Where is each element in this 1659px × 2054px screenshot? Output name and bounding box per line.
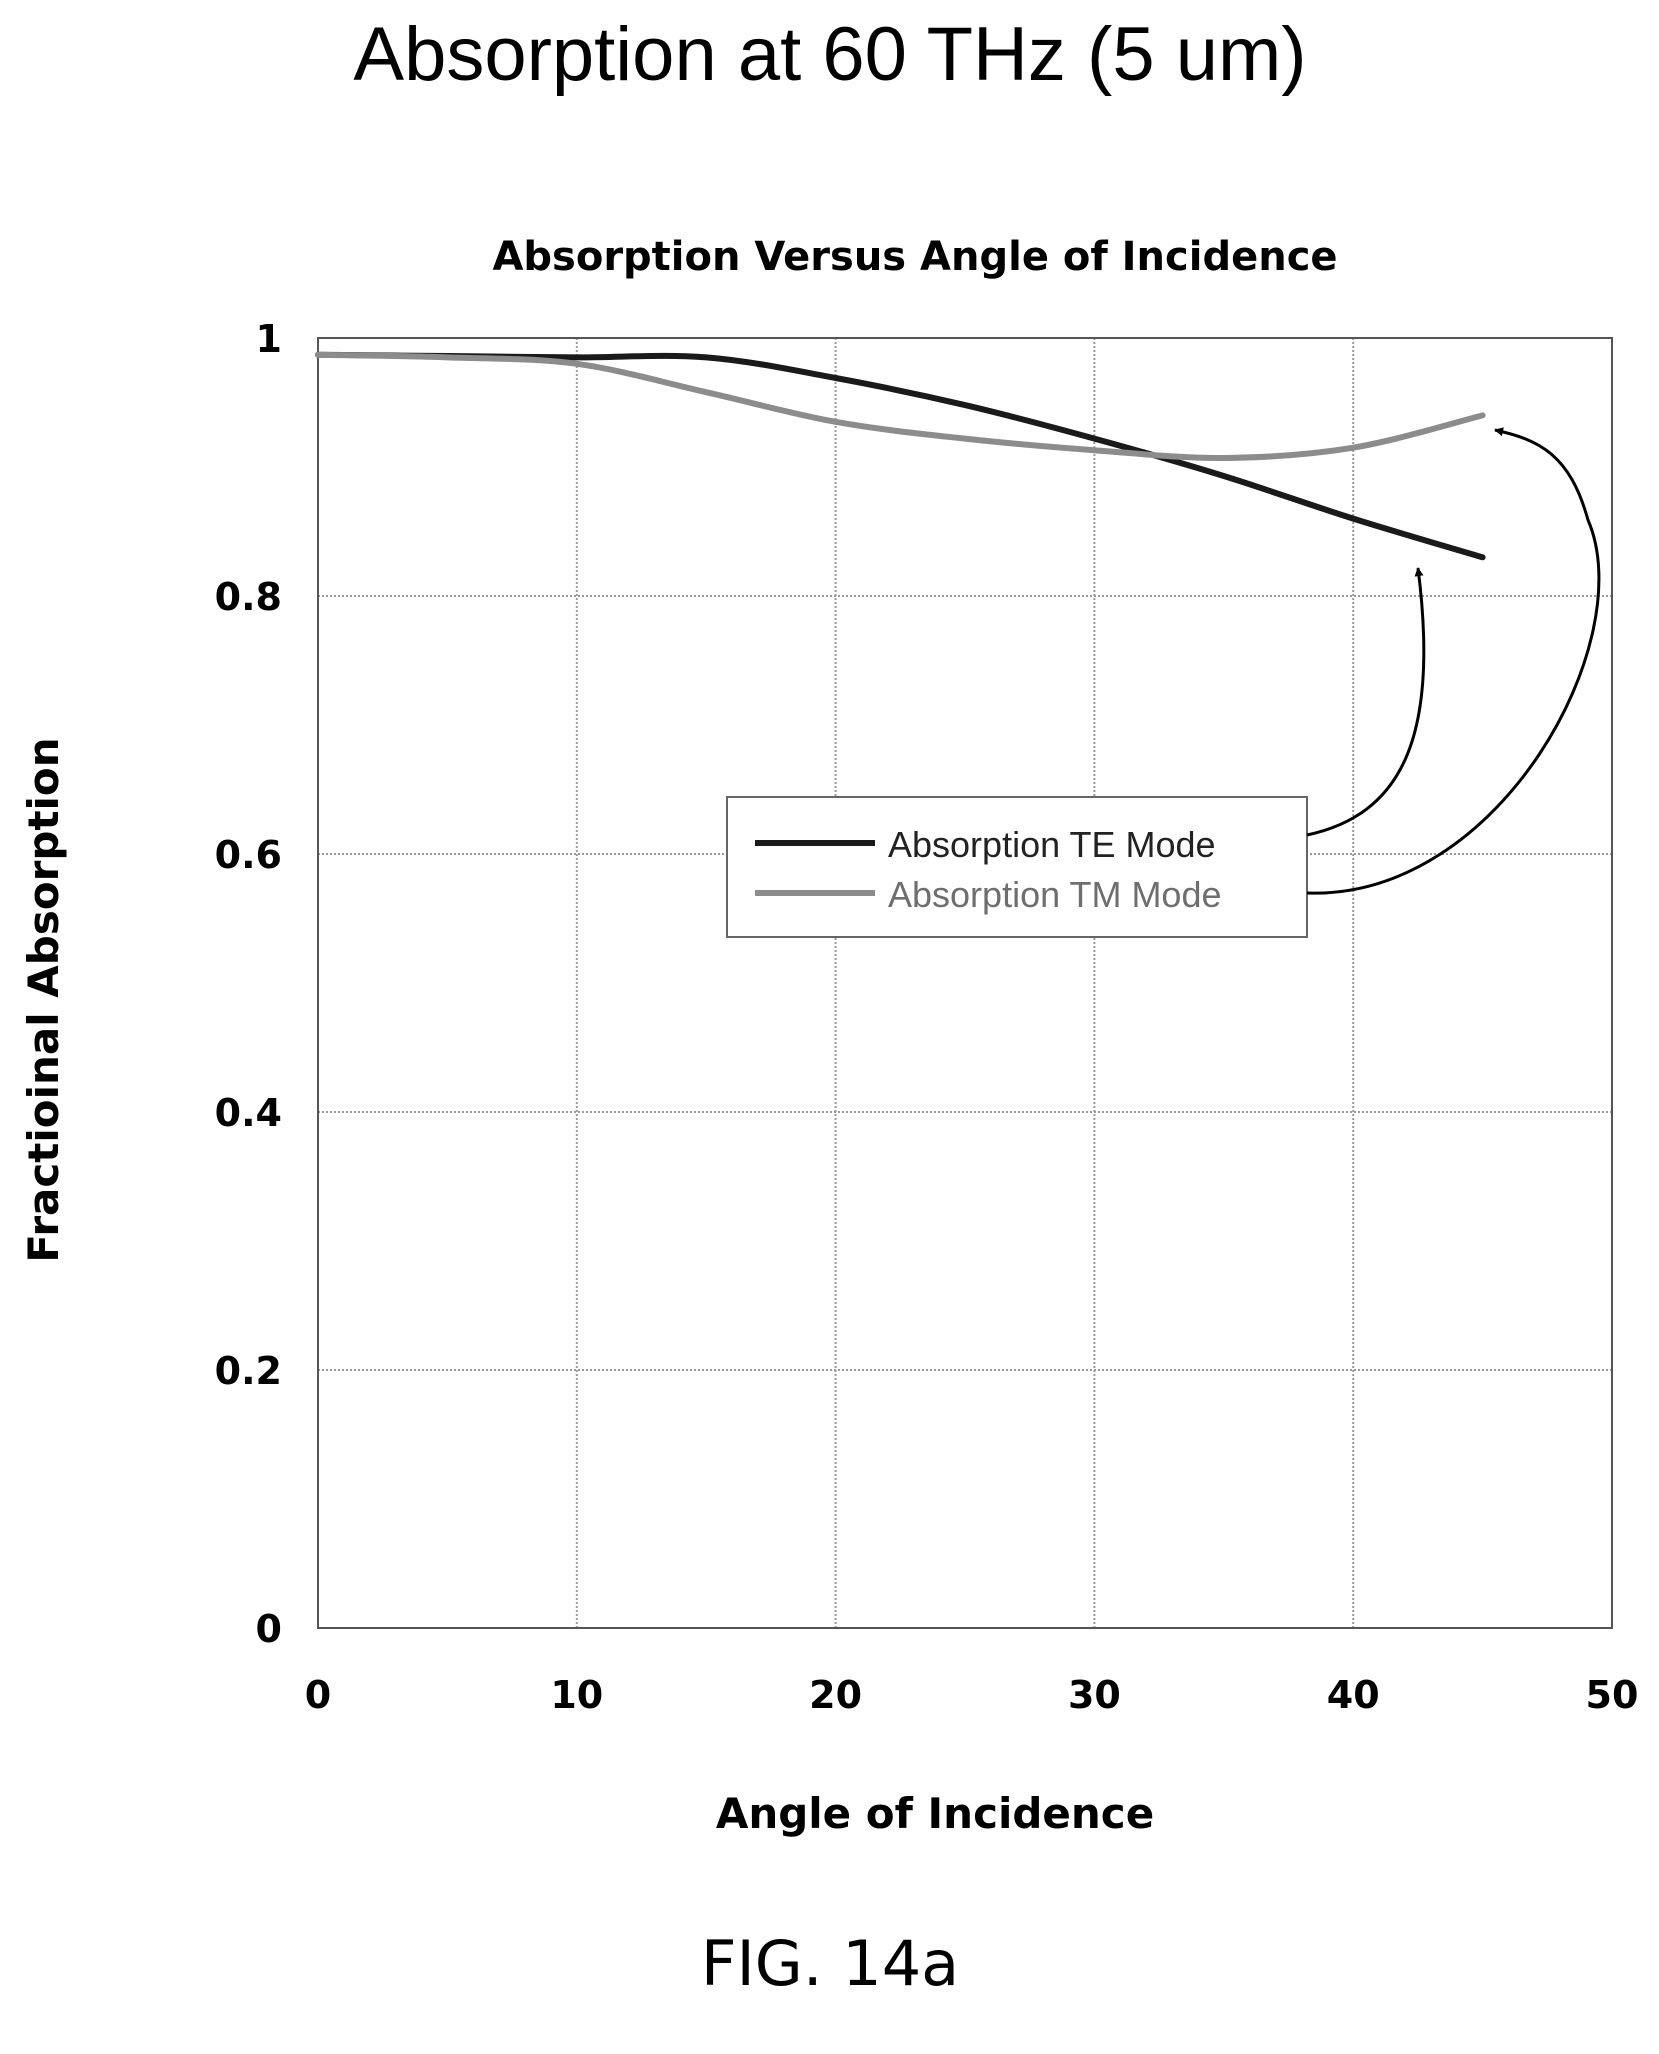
legend-label-te: Absorption TE Mode xyxy=(888,824,1216,865)
legend-label-tm: Absorption TM Mode xyxy=(888,874,1222,915)
plot-frame xyxy=(317,337,1613,1629)
y-tick-label: 0.2 xyxy=(215,1349,282,1393)
series-lines xyxy=(315,351,1486,561)
x-tick-label: 50 xyxy=(1586,1673,1639,1717)
y-tick-label: 0 xyxy=(256,1607,282,1651)
x-tick-label: 40 xyxy=(1327,1673,1380,1717)
x-tick-label: 10 xyxy=(550,1673,603,1717)
chart-title: Absorption Versus Angle of Incidence xyxy=(492,234,1337,280)
page-title: Absorption at 60 THz (5 um) xyxy=(353,12,1306,97)
x-tick-label: 0 xyxy=(305,1673,331,1717)
y-axis-label: Fractioinal Absorption xyxy=(19,737,68,1262)
x-axis-label: Angle of Incidence xyxy=(716,1789,1154,1838)
figure-label: FIG. 14a xyxy=(701,1927,959,2000)
legend: Absorption TE Mode Absorption TM Mode xyxy=(726,796,1308,938)
y-tick-label: 0.8 xyxy=(215,575,282,619)
annotation-arrows xyxy=(1306,427,1601,895)
y-tick-label: 0.4 xyxy=(215,1091,282,1135)
grid-lines xyxy=(317,337,1613,1629)
series-line-tm xyxy=(315,351,1486,461)
x-tick-labels: 0 10 20 30 40 50 xyxy=(305,1673,1639,1717)
legend-box xyxy=(726,796,1308,938)
arrow-to-tm-curve xyxy=(1306,427,1601,895)
y-tick-labels: 0 0.2 0.4 0.6 0.8 1 xyxy=(215,317,282,1651)
y-tick-label: 0.6 xyxy=(215,833,282,877)
arrow-to-te-curve xyxy=(1306,567,1426,837)
x-tick-label: 20 xyxy=(809,1673,862,1717)
y-tick-label: 1 xyxy=(256,317,282,361)
x-tick-label: 30 xyxy=(1068,1673,1121,1717)
